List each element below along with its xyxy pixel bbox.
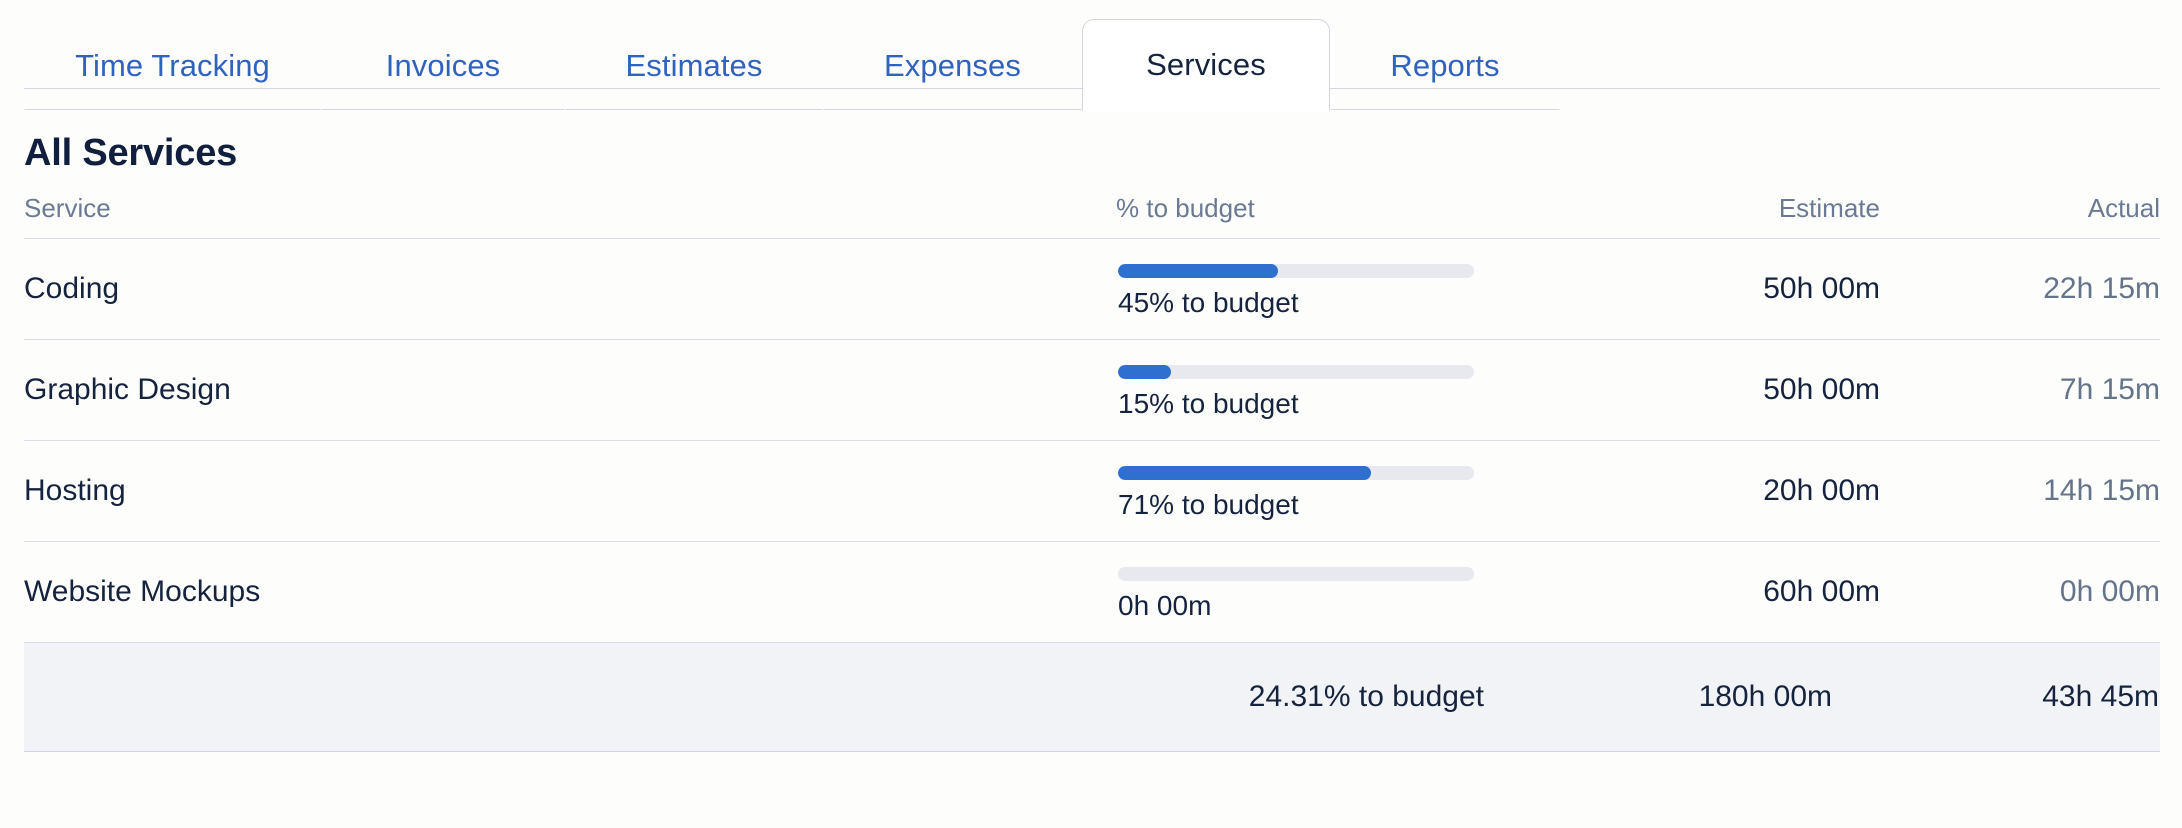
page-title: All Services — [24, 132, 238, 174]
estimate-cell: 50h 00m — [1550, 238, 1880, 340]
tab-label: Services — [1146, 47, 1266, 82]
actual-cell: 14h 15m — [1880, 440, 2160, 542]
progress-block: 71% to budget — [1118, 462, 1474, 521]
service-name-cell: Coding — [24, 238, 1116, 340]
progress-block: 15% to budget — [1118, 361, 1474, 420]
tab-label: Time Tracking — [75, 48, 270, 83]
progress-block: 45% to budget — [1118, 260, 1474, 319]
tab-label: Invoices — [385, 48, 501, 83]
progress-bar-fill — [1118, 364, 1172, 379]
progress-bar-track — [1118, 566, 1474, 581]
actual-cell: 7h 15m — [1880, 339, 2160, 441]
actual-cell: 22h 15m — [1880, 238, 2160, 340]
budget-cell: 15% to budget — [1116, 339, 1550, 441]
tab-estimates[interactable]: Estimates — [565, 22, 823, 110]
progress-bar-label: 71% to budget — [1118, 488, 1299, 520]
tab-label: Reports — [1390, 48, 1500, 83]
table-body: Coding 45% to budget 50h 00m 22h 15m Graphic… — [24, 238, 2160, 643]
progress-bar-label: 45% to budget — [1118, 286, 1299, 318]
tab-expenses[interactable]: Expenses — [823, 22, 1082, 110]
progress-bar-track — [1118, 465, 1474, 480]
service-name-cell: Website Mockups — [24, 541, 1116, 643]
tab-label: Expenses — [884, 48, 1021, 83]
tab-services[interactable]: Services — [1082, 19, 1330, 111]
table-header: Service % to budget Estimate Actual — [24, 193, 2160, 239]
tab-time-tracking[interactable]: Time Tracking — [24, 22, 321, 110]
progress-bar-label: 15% to budget — [1118, 387, 1299, 419]
totals-row: 24.31% to budget 180h 00m 43h 45m — [24, 642, 2160, 752]
table-row[interactable]: Coding 45% to budget 50h 00m 22h 15m — [24, 238, 2160, 340]
estimate-cell: 50h 00m — [1550, 339, 1880, 441]
progress-bar-label: 0h 00m — [1118, 589, 1212, 621]
progress-bar-fill — [1118, 465, 1371, 480]
table-footer: 24.31% to budget 180h 00m 43h 45m — [24, 642, 2160, 752]
progress-block: 0h 00m — [1118, 563, 1474, 622]
tab-list: Time Tracking Invoices Estimates Expenses Se… — [24, 0, 2182, 111]
table-row[interactable]: Graphic Design 15% to budget 50h 00m 7h 15m — [24, 339, 2160, 441]
budget-cell: 71% to budget — [1116, 440, 1550, 542]
table-row[interactable]: Hosting 71% to budget 20h 00m 14h 15m — [24, 440, 2160, 542]
totals-budget-value: 24.31% to budget — [1116, 642, 1550, 752]
totals-estimate-value: 180h 00m — [1550, 642, 1880, 752]
column-header-service[interactable]: Service — [24, 193, 1116, 239]
services-table: Service % to budget Estimate Actual Codi… — [24, 193, 2160, 752]
estimate-cell: 60h 00m — [1550, 541, 1880, 643]
totals-service-cell — [24, 642, 1116, 752]
estimate-cell: 20h 00m — [1550, 440, 1880, 542]
budget-cell: 0h 00m — [1116, 541, 1550, 643]
budget-cell: 45% to budget — [1116, 238, 1550, 340]
column-header-actual[interactable]: Actual — [1880, 193, 2160, 239]
progress-bar-track — [1118, 263, 1474, 278]
table-row[interactable]: Website Mockups 0h 00m 60h 00m 0h 00m — [24, 541, 2160, 643]
actual-cell: 0h 00m — [1880, 541, 2160, 643]
services-table-container: Service % to budget Estimate Actual Codi… — [0, 175, 2182, 752]
totals-actual-value: 43h 45m — [1880, 642, 2160, 752]
service-name-cell: Graphic Design — [24, 339, 1116, 441]
progress-bar-fill — [1118, 263, 1279, 278]
tab-invoices[interactable]: Invoices — [321, 22, 565, 110]
tab-reports[interactable]: Reports — [1330, 22, 1560, 110]
progress-bar-track — [1118, 364, 1474, 379]
table-header-row: Service % to budget Estimate Actual — [24, 193, 2160, 239]
tab-label: Estimates — [625, 48, 763, 83]
tab-bar: Time Tracking Invoices Estimates Expenses Se… — [0, 0, 2182, 111]
service-name-cell: Hosting — [24, 440, 1116, 542]
column-header-estimate[interactable]: Estimate — [1550, 193, 1880, 239]
column-header-budget[interactable]: % to budget — [1116, 193, 1550, 239]
